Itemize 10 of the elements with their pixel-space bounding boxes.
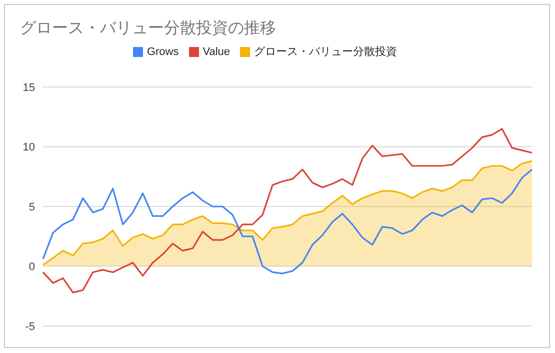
legend-label: Value bbox=[202, 46, 230, 58]
y-tick-label: 15 bbox=[22, 82, 35, 94]
y-tick-label: 5 bbox=[28, 201, 35, 214]
y-tick-label: -5 bbox=[25, 320, 35, 333]
line-series bbox=[42, 128, 533, 294]
y-tick-label: 0 bbox=[28, 261, 35, 274]
y-tick-label: 10 bbox=[22, 142, 35, 154]
legend-label: Grows bbox=[146, 46, 179, 58]
chart-title: グロース・バリュー分散投資の推移 bbox=[20, 19, 276, 39]
legend-label: グロース・バリュー分散投資 bbox=[254, 46, 398, 58]
